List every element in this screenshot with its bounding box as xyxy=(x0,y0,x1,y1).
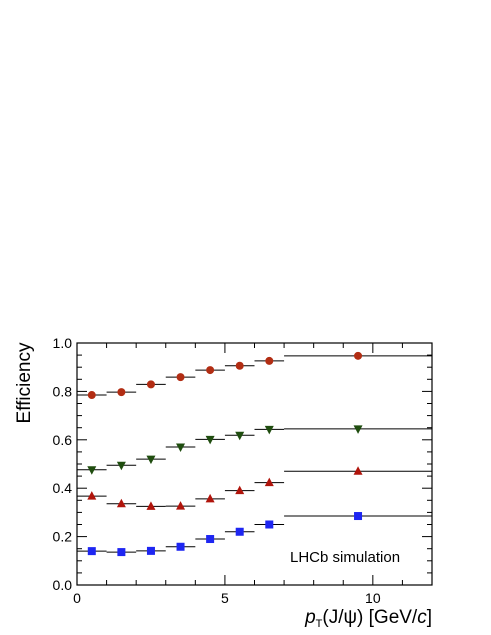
data-point-triangle-down xyxy=(87,466,97,475)
y-tick-label: 0.4 xyxy=(53,480,73,496)
data-point-triangle-down xyxy=(116,461,126,471)
x-axis-title-p: p xyxy=(304,607,316,628)
data-point-square xyxy=(87,547,96,556)
data-point-circle xyxy=(146,380,155,389)
data-point-triangle-up xyxy=(87,491,97,500)
series-triangle-down xyxy=(77,425,432,475)
data-point-circle xyxy=(117,388,126,397)
data-point-triangle-down xyxy=(264,425,274,435)
data-point-triangle-down xyxy=(176,443,186,453)
data-point-circle xyxy=(354,351,363,360)
lhcb-simulation-label: LHCb simulation xyxy=(290,549,400,566)
data-point-circle xyxy=(265,356,274,365)
x-tick-label: 0 xyxy=(73,590,81,606)
data-point-triangle-up xyxy=(116,498,126,508)
x-axis-title-c: c xyxy=(417,607,427,628)
data-point-square xyxy=(206,535,215,544)
y-tick-label: 0.6 xyxy=(53,432,73,448)
data-point-square xyxy=(176,542,185,551)
data-point-square xyxy=(354,512,363,521)
data-point-triangle-down xyxy=(205,435,215,445)
x-axis-title-quantity: (J/ψ) [GeV/ xyxy=(322,607,418,628)
data-point-square xyxy=(146,546,155,555)
y-tick-label: 0.2 xyxy=(53,529,73,545)
data-point-triangle-down xyxy=(353,425,363,434)
x-tick-label: 5 xyxy=(221,590,229,606)
data-point-triangle-down xyxy=(146,455,156,465)
x-axis-title: pT(J/ψ) [GeV/c] xyxy=(304,607,432,630)
data-point-triangle-up xyxy=(146,501,156,510)
x-axis-title-close: ] xyxy=(427,607,432,628)
y-tick-label: 0.0 xyxy=(53,577,73,593)
data-points xyxy=(77,351,432,557)
data-point-triangle-up xyxy=(264,477,274,487)
data-point-triangle-up xyxy=(235,485,245,495)
data-point-circle xyxy=(176,373,185,382)
data-point-circle xyxy=(206,366,215,375)
data-point-circle xyxy=(235,361,244,370)
data-point-circle xyxy=(87,391,96,400)
data-point-triangle-up xyxy=(353,466,363,475)
data-point-triangle-up xyxy=(176,501,186,510)
data-point-square xyxy=(235,527,244,536)
y-axis-title: Efficiency xyxy=(14,342,35,423)
data-point-square xyxy=(265,520,274,529)
data-point-triangle-down xyxy=(235,431,245,441)
data-point-square xyxy=(117,548,126,557)
x-tick-label: 10 xyxy=(365,590,381,606)
x-axis-title-subscript: T xyxy=(316,618,323,630)
y-tick-label: 0.8 xyxy=(53,383,73,399)
series-square xyxy=(77,512,432,557)
series-circle xyxy=(77,351,432,400)
y-tick-label: 1.0 xyxy=(53,335,73,351)
axis-ticks: 0 5 10 0.0 0.2 0.4 0.6 0.8 1.0 xyxy=(53,335,433,606)
data-point-triangle-up xyxy=(205,493,215,503)
series-triangle-up xyxy=(77,466,432,510)
